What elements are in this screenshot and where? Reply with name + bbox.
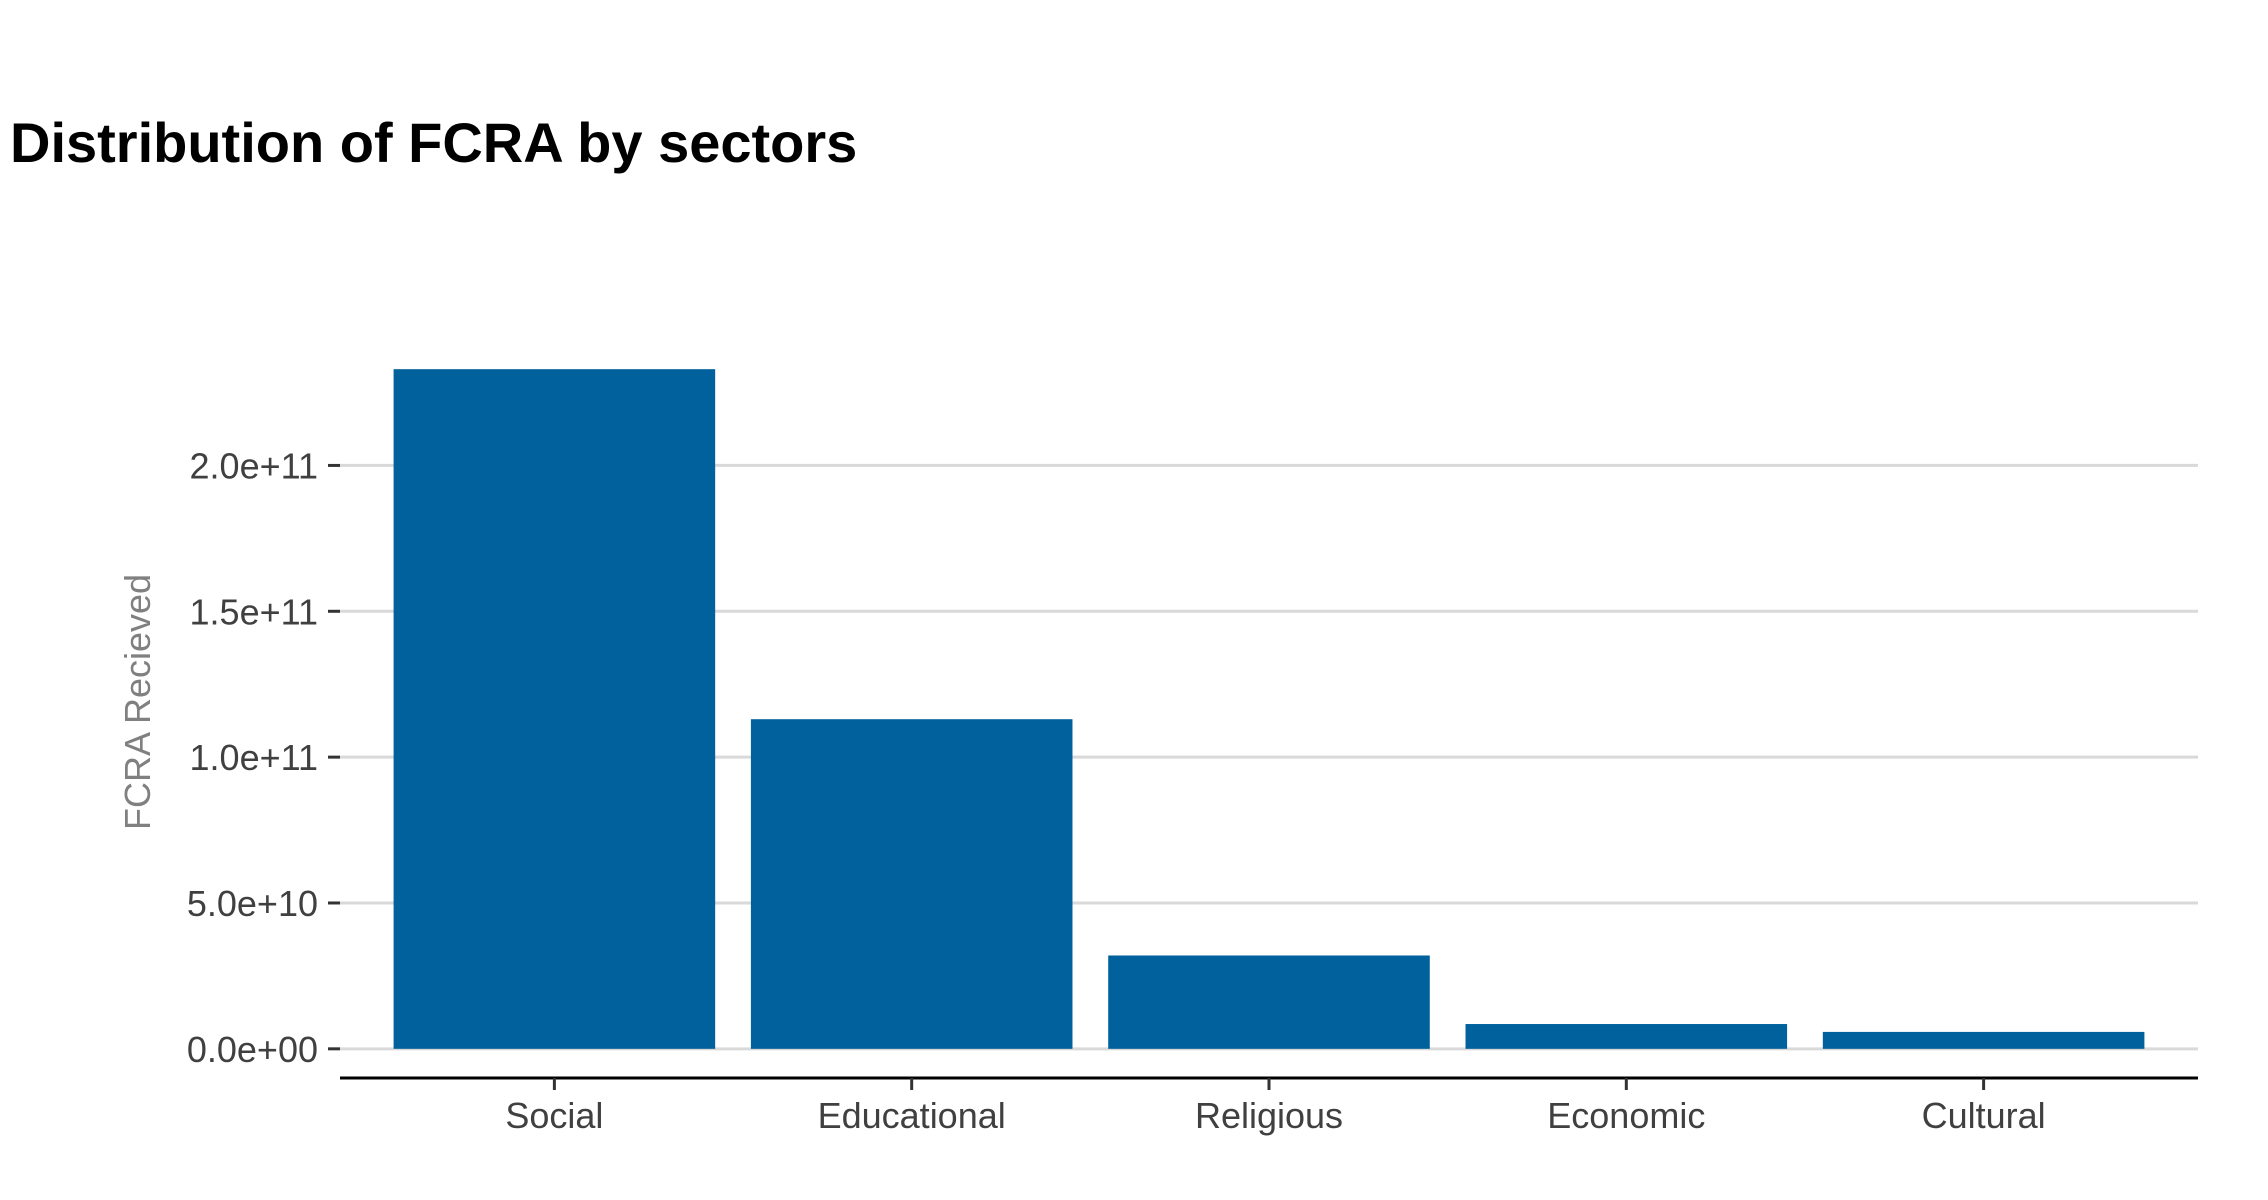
y-axis-title: FCRA Recieved [117, 574, 158, 830]
x-tick-label: Economic [1547, 1095, 1705, 1136]
bar-social [393, 369, 716, 1049]
y-tick-label: 5.0e+10 [187, 883, 318, 924]
y-tick-label: 1.5e+11 [190, 591, 318, 632]
y-tick-label: 1.0e+11 [190, 737, 318, 778]
x-tick-label: Cultural [1922, 1095, 2046, 1136]
x-tick-label: Educational [818, 1095, 1006, 1136]
x-tick-label: Religious [1195, 1095, 1343, 1136]
y-axis: 0.0e+00 5.0e+10 1.0e+11 1.5e+11 2.0e+11 [187, 445, 340, 1070]
x-axis: Social Educational Religious Economic Cultur… [340, 1076, 2198, 1136]
bar-educational [750, 719, 1073, 1049]
y-tick-label: 2.0e+11 [190, 445, 318, 486]
bars [393, 369, 2145, 1049]
chart-title: Distribution of FCRA by sectors [10, 111, 857, 174]
bar-cultural [1822, 1031, 2145, 1049]
bar-economic [1465, 1024, 1788, 1049]
bar-religious [1108, 955, 1430, 1049]
y-tick-label: 0.0e+00 [187, 1029, 318, 1070]
x-tick-label: Social [505, 1095, 603, 1136]
